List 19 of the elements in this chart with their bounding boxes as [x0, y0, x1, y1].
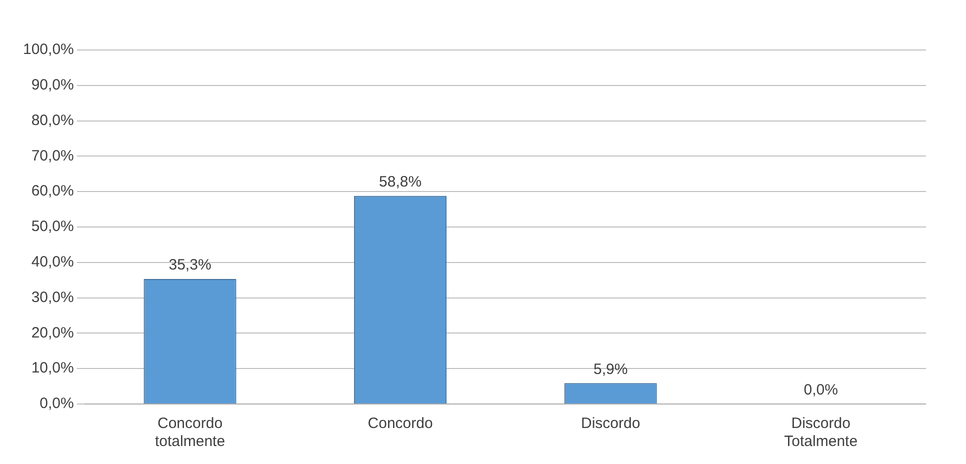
y-tick-label: 50,0% [31, 218, 74, 236]
data-label: 5,9% [593, 360, 628, 378]
y-tick-label: 60,0% [31, 182, 74, 200]
y-tick-label: 80,0% [31, 112, 74, 129]
y-tick-label: 40,0% [31, 254, 74, 271]
y-tick-label: 20,0% [31, 324, 74, 342]
data-label: 58,8% [379, 173, 422, 190]
x-tick-label: Concordo totalmente [154, 415, 226, 450]
data-label: 35,3% [168, 256, 212, 274]
data-label: 0,0% [804, 382, 838, 399]
y-tick-label: 90,0% [31, 76, 74, 94]
y-tick-label: 10,0% [31, 360, 74, 377]
x-tick-label: Discordo [580, 415, 640, 432]
y-tick-label: 100,0% [23, 41, 74, 58]
y-tick-label: 0,0% [40, 395, 74, 412]
x-tick-label: Discordo Totalmente [784, 415, 858, 450]
y-tick-label: 70,0% [31, 147, 74, 164]
x-tick-label: Concordo [368, 415, 433, 432]
y-tick-label: 30,0% [31, 288, 74, 306]
